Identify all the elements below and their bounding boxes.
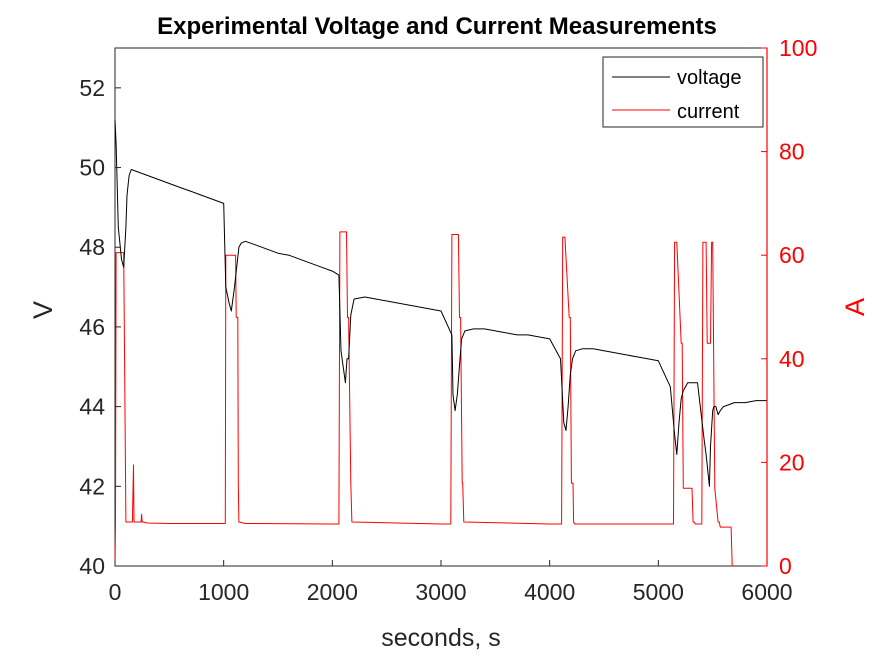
x-tick-label: 4000 bbox=[524, 579, 575, 605]
x-tick-label: 5000 bbox=[633, 579, 684, 605]
y-tick-label: 48 bbox=[79, 234, 105, 260]
y2-tick-label: 20 bbox=[779, 449, 805, 475]
y-tick-label: 44 bbox=[79, 394, 105, 420]
ticks-layer: 0 1000 2000 3000 4000 5000 6000 40 42 44 46 48 50 52 0… bbox=[79, 35, 817, 605]
y2-tick-label: 40 bbox=[779, 346, 805, 372]
y-axis-label: V bbox=[28, 301, 58, 319]
legend: voltage current bbox=[602, 56, 764, 128]
x-tick-label: 2000 bbox=[307, 579, 358, 605]
x-tick-label: 3000 bbox=[415, 579, 466, 605]
series-layer bbox=[114, 119, 767, 567]
x-tick-label: 0 bbox=[109, 579, 122, 605]
y-tick-label: 42 bbox=[79, 473, 105, 499]
y2-tick-label: 0 bbox=[779, 553, 792, 579]
y-tick-label: 50 bbox=[79, 155, 105, 181]
legend-label-current: current bbox=[677, 101, 740, 123]
x-tick-label: 1000 bbox=[198, 579, 249, 605]
chart-title: Experimental Voltage and Current Measure… bbox=[157, 13, 717, 40]
y-tick-label: 40 bbox=[79, 553, 105, 579]
y2-tick-label: 80 bbox=[779, 139, 805, 165]
x-tick-label: 6000 bbox=[741, 579, 792, 605]
series-line-current bbox=[114, 231, 733, 567]
y2-axis-label: A bbox=[840, 298, 870, 316]
series-line-voltage bbox=[114, 119, 767, 487]
x-axis-label: seconds, s bbox=[381, 624, 501, 652]
y-tick-label: 52 bbox=[79, 75, 105, 101]
legend-box bbox=[602, 56, 764, 128]
legend-label-voltage: voltage bbox=[677, 67, 742, 89]
plot-area bbox=[114, 47, 768, 567]
y2-tick-label: 100 bbox=[779, 35, 817, 61]
y-tick-label: 46 bbox=[79, 314, 105, 340]
y2-tick-label: 60 bbox=[779, 242, 805, 268]
